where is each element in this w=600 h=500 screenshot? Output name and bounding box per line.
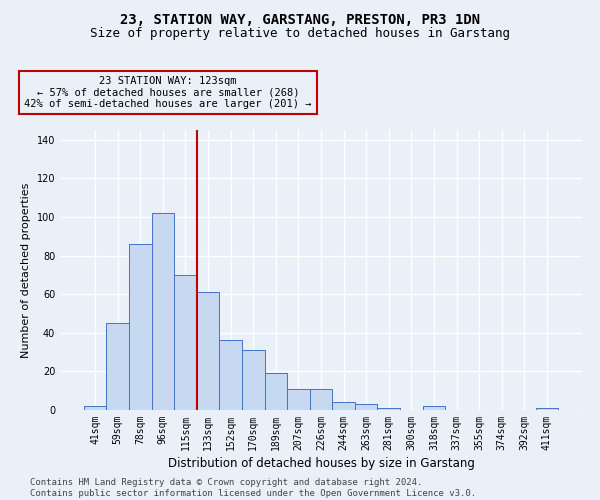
Bar xyxy=(265,374,287,410)
Bar xyxy=(84,406,106,410)
Bar xyxy=(220,340,242,410)
Bar xyxy=(310,389,332,410)
Bar xyxy=(287,389,310,410)
Bar xyxy=(422,406,445,410)
Bar xyxy=(242,350,265,410)
Bar xyxy=(106,323,129,410)
Text: 23 STATION WAY: 123sqm
← 57% of detached houses are smaller (268)
42% of semi-de: 23 STATION WAY: 123sqm ← 57% of detached… xyxy=(24,76,312,109)
Bar xyxy=(332,402,355,410)
Bar xyxy=(377,408,400,410)
X-axis label: Distribution of detached houses by size in Garstang: Distribution of detached houses by size … xyxy=(167,457,475,470)
Y-axis label: Number of detached properties: Number of detached properties xyxy=(21,182,31,358)
Bar xyxy=(129,244,152,410)
Bar xyxy=(152,213,174,410)
Text: 23, STATION WAY, GARSTANG, PRESTON, PR3 1DN: 23, STATION WAY, GARSTANG, PRESTON, PR3 … xyxy=(120,12,480,26)
Bar xyxy=(197,292,220,410)
Bar xyxy=(174,275,197,410)
Bar xyxy=(355,404,377,410)
Text: Size of property relative to detached houses in Garstang: Size of property relative to detached ho… xyxy=(90,28,510,40)
Bar xyxy=(536,408,558,410)
Text: Contains HM Land Registry data © Crown copyright and database right 2024.
Contai: Contains HM Land Registry data © Crown c… xyxy=(30,478,476,498)
